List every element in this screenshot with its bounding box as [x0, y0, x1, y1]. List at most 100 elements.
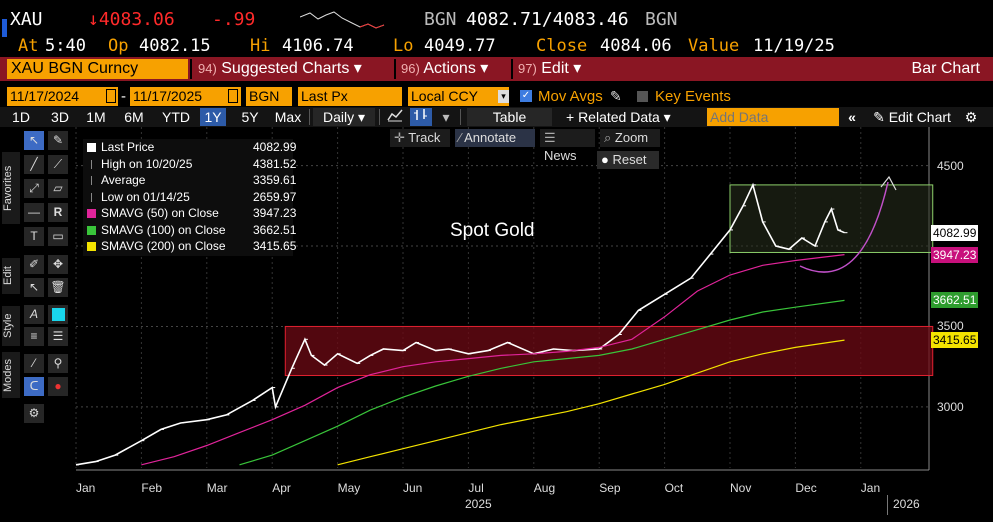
- add-data-input[interactable]: [707, 108, 839, 126]
- edit-label: Edit ▾: [541, 60, 582, 77]
- track-button[interactable]: ✛ Track: [390, 129, 450, 147]
- line-style-icon[interactable]: ☰: [48, 327, 68, 346]
- end-date-field[interactable]: 11/17/2025: [130, 87, 241, 106]
- table-button[interactable]: Table: [467, 108, 552, 126]
- annotation-pen-icon[interactable]: ✎: [48, 131, 68, 150]
- legend-row[interactable]: Low on 01/14/25 2659.97: [83, 189, 297, 205]
- magnet-icon[interactable]: ⁄: [24, 354, 44, 373]
- legend-row[interactable]: SMAVG (100) on Close 3662.51: [83, 223, 296, 238]
- select-add-icon[interactable]: ↖: [24, 278, 44, 297]
- zoom-button[interactable]: ⌕ Zoom: [600, 129, 660, 147]
- retracement-icon[interactable]: R: [48, 203, 68, 222]
- x-month-label: Jun: [403, 481, 423, 495]
- chart-style-dropdown[interactable]: ▾: [442, 109, 450, 125]
- chart-type-label[interactable]: Bar Chart: [911, 60, 980, 77]
- source-field[interactable]: BGN: [246, 87, 292, 106]
- price-chart[interactable]: Spot Gold: [0, 127, 993, 522]
- ticker-symbol[interactable]: XAU: [10, 9, 43, 30]
- pencil-icon: ✎: [873, 109, 885, 125]
- legend-row[interactable]: Average 3359.61: [83, 173, 297, 188]
- end-date: 11/17/2025: [133, 88, 203, 104]
- mov-avgs-checkbox[interactable]: ✓: [520, 90, 532, 102]
- period-button-ytd[interactable]: YTD: [162, 109, 190, 125]
- channel-icon[interactable]: ▱: [48, 179, 68, 198]
- related-data-menu[interactable]: + Related Data ▾: [566, 109, 671, 125]
- lower-range-box: [284, 325, 934, 377]
- edit-tab[interactable]: Edit: [2, 258, 20, 294]
- edit-chart-button[interactable]: ✎ Edit Chart: [866, 108, 958, 126]
- currency-dropdown-icon[interactable]: ▾: [498, 90, 509, 103]
- quote-row: At 5:40 Op 4082.15 Hi 4106.74 Lo 4049.77…: [0, 36, 993, 56]
- x-month-label: Jan: [76, 481, 96, 495]
- legend-row[interactable]: Last Price 4082.99: [83, 140, 296, 155]
- actions-menu[interactable]: 96) Actions ▾: [397, 59, 507, 79]
- reset-button[interactable]: ● Reset: [597, 151, 659, 169]
- gear-icon[interactable]: ⚙: [964, 109, 978, 125]
- modes-tab[interactable]: Modes: [2, 352, 20, 398]
- collapse-icon[interactable]: «: [848, 109, 856, 125]
- price-change: -.99: [212, 9, 256, 30]
- style-tab[interactable]: Style: [2, 306, 20, 346]
- calendar-icon[interactable]: [106, 89, 116, 103]
- x-month-label: Feb: [141, 481, 163, 495]
- legend-value: 2659.97: [253, 189, 297, 204]
- line-chart-icon[interactable]: [385, 108, 405, 126]
- period-button-1m[interactable]: 1M: [86, 109, 106, 125]
- font-style-icon[interactable]: A: [24, 305, 44, 324]
- pin-icon[interactable]: ⚲: [48, 354, 68, 373]
- frequency-select[interactable]: Daily ▾: [313, 108, 375, 126]
- legend-swatch: [87, 225, 96, 235]
- trash-icon[interactable]: 🗑: [48, 278, 68, 297]
- settings-gear-icon[interactable]: ⚙: [24, 404, 44, 423]
- period-button-1y[interactable]: 1Y: [200, 108, 226, 126]
- cursor-icon[interactable]: ↖: [24, 131, 44, 150]
- legend-value: 3359.61: [253, 173, 297, 187]
- start-date-field[interactable]: 11/17/2024: [7, 87, 118, 106]
- rectangle-icon[interactable]: ▭: [48, 227, 68, 246]
- suggested-charts-menu[interactable]: 94) Suggested Charts ▾: [194, 59, 390, 79]
- favorites-tab[interactable]: Favorites: [2, 152, 20, 224]
- high-label: Hi: [250, 36, 271, 56]
- period-button-6m[interactable]: 6M: [124, 109, 144, 125]
- line-weight-icon[interactable]: ≡: [24, 327, 44, 346]
- legend-row[interactable]: High on 10/20/25 4381.52: [83, 157, 296, 172]
- value-date: 11/19/25: [753, 36, 835, 56]
- annotate-button[interactable]: ⁄ Annotate: [455, 129, 535, 147]
- period-button-5y[interactable]: 5Y: [241, 109, 259, 125]
- period-button-3d[interactable]: 3D: [51, 109, 69, 125]
- period-button-max[interactable]: Max: [274, 109, 302, 125]
- edit-menu[interactable]: 97) Edit ▾: [514, 59, 596, 79]
- bar-chart-icon[interactable]: [410, 108, 432, 126]
- currency-select[interactable]: Local CCY: [408, 87, 509, 106]
- toolbar-divider: [309, 109, 310, 125]
- projection-curve: [799, 181, 889, 273]
- legend-row[interactable]: SMAVG (50) on Close 3947.23: [83, 206, 296, 221]
- pencil-icon[interactable]: ✎: [610, 88, 622, 104]
- horizontal-line-icon[interactable]: —: [24, 203, 44, 222]
- security-field[interactable]: XAU BGN Curncy: [7, 59, 188, 79]
- annotate-icon: ⁄: [459, 130, 462, 145]
- key-events-checkbox[interactable]: [637, 91, 648, 102]
- crosshair-icon: ✛: [394, 130, 405, 145]
- fill-color-icon[interactable]: [48, 305, 68, 324]
- annotate-label: Annotate: [464, 130, 517, 145]
- price-flag: 3415.65: [931, 332, 979, 349]
- trendline-icon[interactable]: ╱: [24, 155, 44, 174]
- last-price: ↓4083.06: [88, 9, 175, 30]
- field-select[interactable]: Last Px: [298, 87, 402, 106]
- legend-swatch: [87, 143, 96, 152]
- series-line-smavg-50: [141, 254, 845, 466]
- arrow-head-icon: [880, 175, 897, 191]
- legend-row[interactable]: SMAVG (200) on Close 3415.65: [83, 239, 296, 254]
- period-button-1d[interactable]: 1D: [12, 109, 30, 125]
- date-dash: -: [121, 88, 126, 105]
- color-palette-icon[interactable]: ●: [48, 377, 68, 396]
- snap-mode-icon[interactable]: ᑕ: [24, 377, 44, 396]
- pen-color-icon[interactable]: ✐: [24, 255, 44, 274]
- news-button[interactable]: ☰ News: [540, 129, 595, 163]
- move-icon[interactable]: ✥: [48, 255, 68, 274]
- segment-icon[interactable]: ⤢: [24, 179, 44, 198]
- calendar-icon[interactable]: [228, 89, 238, 103]
- text-tool-icon[interactable]: T: [24, 227, 44, 246]
- ray-line-icon[interactable]: ⟋: [48, 155, 68, 174]
